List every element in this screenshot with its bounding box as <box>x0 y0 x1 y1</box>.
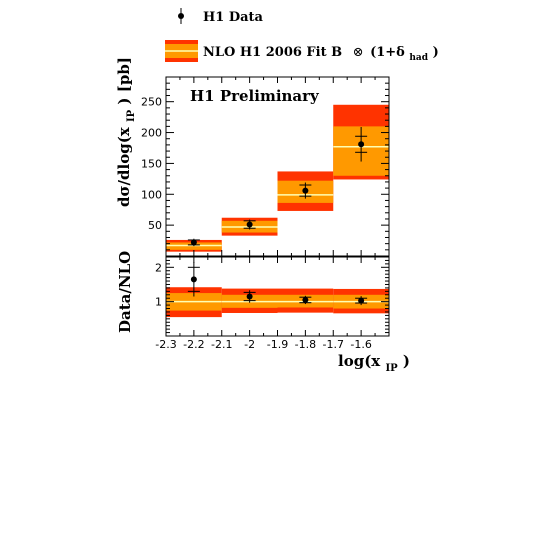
x-tick-label-0: -2.3 <box>155 338 176 351</box>
legend-factor-close: ) <box>433 45 439 60</box>
lower-marker-2 <box>302 296 309 303</box>
x-tick-labels: -2.3 -2.2 -2.1 -2 -1.9 -1.8 -1.7 -1.6 <box>155 338 372 351</box>
upper-panel: 50 100 150 200 250 H1 Preliminary dσ/dlog(x … <box>115 57 390 257</box>
lower-y-axis-label: Data/NLO <box>116 251 134 333</box>
x-label-tail: ) <box>403 352 410 370</box>
upper-ytick-label-250: 250 <box>141 96 162 109</box>
upper-point-2 <box>299 182 312 199</box>
lower-point-2 <box>299 295 312 305</box>
lower-panel: 12 -2.3 -2.2 -2.1 -2 -1.9 -1.8 -1.7 -1.6 Data/N… <box>116 251 410 375</box>
upper-y-label-sub: IP <box>126 109 137 122</box>
legend-otimes: ⊗ <box>353 45 364 60</box>
upper-point-3 <box>355 126 368 162</box>
legend-factor-sub: had <box>409 53 428 63</box>
upper-y-label-tail: ) [pb] <box>115 57 133 105</box>
upper-ytick-label-50: 50 <box>148 219 162 232</box>
upper-data-points <box>187 126 368 247</box>
x-tick-label-1: -2.2 <box>183 338 204 351</box>
x-tick-label-7: -1.6 <box>350 338 371 351</box>
upper-y-label-main: dσ/dlog(x <box>115 126 133 207</box>
upper-axes: 50 100 150 200 250 <box>141 76 390 257</box>
x-axis-label: log(x IP ) <box>338 352 410 375</box>
lower-point-0 <box>187 262 200 297</box>
upper-ytick-label-150: 150 <box>141 157 162 170</box>
lower-ratio-points <box>187 262 368 306</box>
upper-nlo-bands <box>166 104 389 252</box>
lower-marker-1 <box>246 293 253 300</box>
x-tick-label-6: -1.7 <box>323 338 344 351</box>
lower-marker-3 <box>358 297 365 304</box>
lower-point-3 <box>355 296 368 306</box>
lower-axes: 12 <box>155 256 390 337</box>
upper-marker-3 <box>358 141 365 148</box>
lower-ytick-label-1: 1 <box>155 296 162 309</box>
x-tick-label-2: -2.1 <box>211 338 232 351</box>
legend-nlo-swatch <box>165 40 198 62</box>
h1-preliminary-label: H1 Preliminary <box>190 87 320 105</box>
x-tick-label-5: -1.8 <box>295 338 316 351</box>
x-tick-label-3: -2 <box>244 338 255 351</box>
upper-y-axis-label: dσ/dlog(x IP ) [pb] <box>115 57 138 207</box>
legend-data-marker <box>178 8 184 24</box>
upper-point-0 <box>187 238 200 247</box>
upper-point-1 <box>243 219 256 230</box>
lower-point-1 <box>243 290 256 303</box>
x-label-sub: IP <box>385 363 398 374</box>
x-tick-label-4: -1.9 <box>267 338 288 351</box>
legend-nlo-name: NLO H1 2006 Fit B <box>203 45 342 60</box>
upper-marker-2 <box>302 187 309 194</box>
upper-ytick-label-100: 100 <box>141 188 162 201</box>
x-label-main: log(x <box>338 352 381 370</box>
upper-marker-0 <box>190 239 197 246</box>
legend: H1 Data NLO H1 2006 Fit B ⊗ (1+δ had ) <box>165 8 439 64</box>
legend-data-label: H1 Data <box>203 10 264 25</box>
legend-factor-open: (1+δ <box>370 45 405 60</box>
upper-ytick-label-200: 200 <box>141 127 162 140</box>
lower-ytick-label-2: 2 <box>155 261 162 274</box>
legend-nlo-label: NLO H1 2006 Fit B ⊗ (1+δ had ) <box>203 45 439 64</box>
upper-marker-1 <box>246 221 253 228</box>
lower-marker-0 <box>190 276 197 283</box>
